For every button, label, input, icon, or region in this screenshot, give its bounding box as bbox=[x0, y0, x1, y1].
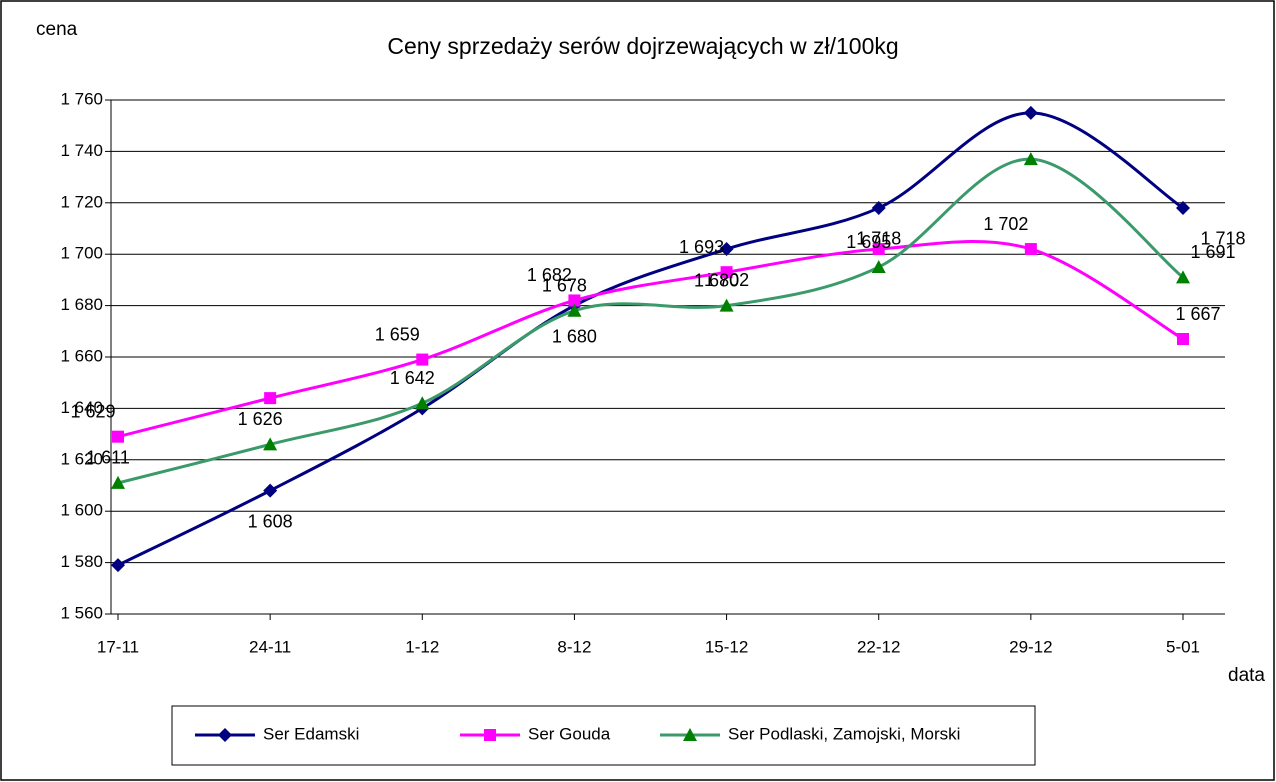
series-line bbox=[117, 239, 1184, 439]
data-label: 1 608 bbox=[248, 511, 293, 531]
data-point bbox=[1024, 243, 1037, 256]
data-point bbox=[1023, 152, 1038, 166]
data-point bbox=[263, 483, 278, 498]
x-axis-label: data bbox=[1228, 665, 1265, 686]
data-point bbox=[1177, 333, 1189, 346]
data-label: 1 680 bbox=[552, 326, 597, 346]
x-tick-label: 22-12 bbox=[857, 637, 900, 656]
data-point bbox=[111, 558, 125, 573]
data-label: 1 626 bbox=[238, 409, 283, 429]
y-axis-label: cena bbox=[36, 19, 78, 40]
legend-label: Ser Edamski bbox=[263, 724, 359, 743]
legend-box bbox=[171, 705, 1036, 766]
y-tick-label: 1 680 bbox=[60, 295, 103, 314]
x-tick-label: 15-12 bbox=[705, 637, 748, 656]
legend-marker bbox=[484, 729, 496, 741]
data-point bbox=[568, 294, 581, 307]
data-point bbox=[719, 298, 734, 312]
y-tick-label: 1 760 bbox=[60, 89, 103, 108]
y-tick-label: 1 700 bbox=[60, 244, 103, 263]
data-point bbox=[112, 430, 124, 443]
y-tick-label: 1 740 bbox=[60, 141, 103, 160]
y-tick-label: 1 560 bbox=[60, 603, 103, 622]
data-point bbox=[111, 475, 125, 489]
legend-marker bbox=[218, 728, 232, 742]
data-label: 1 667 bbox=[1175, 304, 1220, 324]
y-tick-label: 1 640 bbox=[60, 398, 103, 417]
legend-marker bbox=[683, 728, 697, 741]
data-point bbox=[872, 243, 885, 256]
y-tick-label: 1 720 bbox=[60, 192, 103, 211]
data-label: 1 629 bbox=[70, 401, 115, 421]
y-tick-label: 1 600 bbox=[60, 501, 103, 520]
data-label: 1 695 bbox=[846, 232, 891, 252]
y-tick-label: 1 660 bbox=[60, 346, 103, 365]
series-line bbox=[117, 111, 1184, 567]
y-tick-label: 1 620 bbox=[60, 449, 103, 468]
legend-label: Ser Podlaski, Zamojski, Morski bbox=[728, 724, 960, 743]
y-tick-label: 1 580 bbox=[60, 552, 103, 571]
data-point bbox=[871, 200, 886, 215]
data-point bbox=[1176, 200, 1190, 215]
x-tick-label: 5-01 bbox=[1166, 637, 1200, 656]
data-label: 1 691 bbox=[1190, 242, 1235, 262]
data-label: 1 659 bbox=[375, 324, 420, 344]
data-point bbox=[415, 396, 430, 410]
x-tick-label: 17-11 bbox=[97, 637, 139, 656]
data-label: 1 611 bbox=[86, 448, 130, 468]
data-label: 1 702 bbox=[983, 214, 1028, 234]
x-tick-label: 29-12 bbox=[1009, 637, 1052, 656]
data-point bbox=[567, 303, 582, 317]
data-point bbox=[263, 437, 278, 451]
data-label: 1 718 bbox=[856, 229, 901, 249]
data-point bbox=[416, 353, 429, 366]
data-label: 1 682 bbox=[527, 265, 572, 285]
data-point bbox=[1176, 270, 1190, 284]
data-label: 1 693 bbox=[679, 237, 724, 257]
x-tick-label: 8-12 bbox=[557, 637, 591, 656]
data-point bbox=[719, 242, 734, 257]
data-label: 1 718 bbox=[1200, 229, 1245, 249]
data-point bbox=[264, 392, 277, 405]
chart-title: Ceny sprzedaży serów dojrzewających w zł… bbox=[387, 33, 898, 59]
x-tick-label: 1-12 bbox=[405, 637, 439, 656]
data-point bbox=[1023, 105, 1038, 120]
data-label: 1 678 bbox=[542, 275, 587, 295]
data-point bbox=[871, 260, 886, 274]
data-label: 1 642 bbox=[390, 368, 435, 388]
data-label: 1 680 bbox=[694, 270, 739, 290]
x-tick-label: 24-11 bbox=[249, 637, 291, 656]
data-point bbox=[720, 266, 733, 279]
legend-label: Ser Gouda bbox=[528, 724, 611, 743]
